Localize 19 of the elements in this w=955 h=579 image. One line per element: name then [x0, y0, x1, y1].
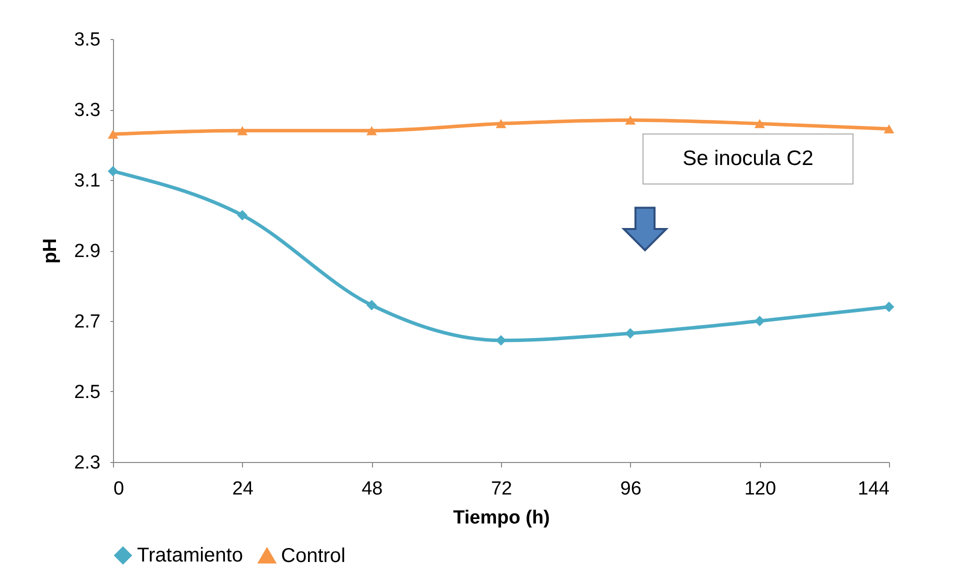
y-axis-title: pH [40, 238, 62, 264]
y-tick-label: 2.3 [74, 452, 100, 474]
legend-label: Tratamiento [137, 544, 243, 566]
legend-label: Control [281, 544, 346, 567]
x-tick-label: 0 [114, 478, 124, 500]
y-tick-label: 3.5 [74, 30, 100, 50]
x-tick-label: 96 [620, 478, 642, 500]
x-axis-title: Tiempo (h) [453, 508, 550, 528]
x-tick-label: 72 [490, 478, 512, 500]
x-tick-label: 24 [232, 478, 254, 500]
x-tick-label: 144 [858, 478, 890, 500]
x-tick-label: 120 [744, 478, 776, 500]
annotation: Se inocula C2 [682, 147, 814, 170]
y-tick-label: 3.1 [74, 170, 100, 192]
y-tick-label: 2.5 [74, 382, 100, 403]
y-tick-label: 2.9 [74, 241, 100, 262]
y-tick-label: 3.3 [74, 100, 100, 121]
y-tick-label: 2.7 [74, 312, 100, 332]
x-tick-label: 48 [362, 478, 383, 500]
